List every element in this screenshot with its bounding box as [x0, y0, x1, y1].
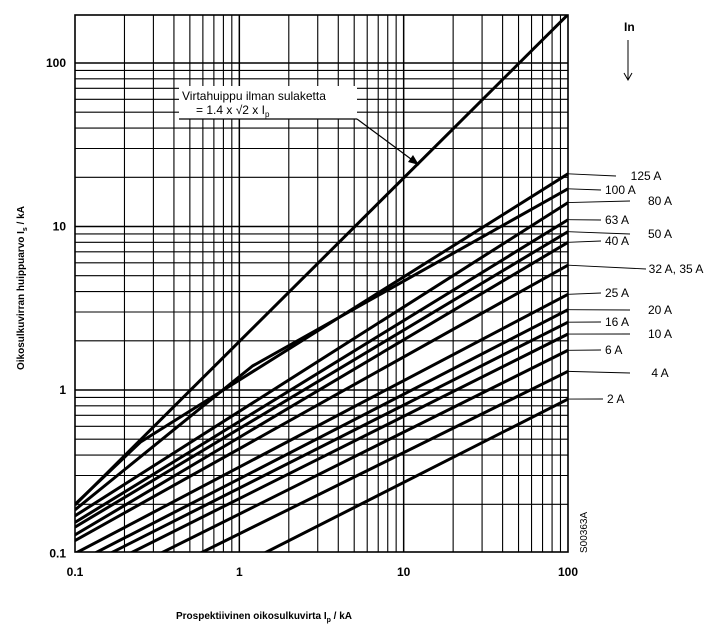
series-line: [75, 241, 568, 537]
annotation-line1: Virtahuippu ilman sulaketta: [182, 89, 326, 103]
series-leader-line: [567, 240, 602, 243]
series-label: 80 A: [648, 194, 672, 208]
series-label: 40 A: [605, 234, 629, 248]
series-leader-line: [567, 231, 631, 235]
series-line: [75, 292, 568, 552]
plot-frame: [74, 14, 569, 553]
series-leader-line: [567, 264, 647, 270]
x-tick-label: 100: [558, 565, 578, 579]
series-label: 100 A: [605, 183, 636, 197]
series-line: [75, 187, 568, 511]
series-leader-line: [567, 200, 631, 204]
figure-code: S00363A: [579, 512, 590, 553]
x-tick-label: 1: [236, 565, 243, 579]
tick-labels: 0.1 1 10 100 0.1 1 10 100: [46, 56, 578, 579]
series-line: [75, 230, 568, 529]
series-line: [75, 263, 568, 542]
annotation-line2: = 1.4 x √2 x Ip: [196, 103, 270, 119]
series-line: [199, 370, 568, 552]
y-tick-label: 10: [53, 220, 67, 234]
annotation-arrowhead: [408, 155, 419, 165]
series-label: 32 A, 35 A: [649, 262, 704, 276]
series-line: [263, 397, 568, 552]
annotation-box: [179, 86, 357, 119]
y-tick-label: 0.1: [49, 547, 66, 561]
legend-leaders: [567, 173, 647, 400]
series-lines: [75, 15, 568, 552]
series-line: [109, 320, 568, 552]
series-leader-line: [567, 188, 602, 191]
series-line: [159, 348, 568, 552]
series-line: [129, 332, 568, 552]
series-line: [93, 308, 568, 552]
annotation-leader: [356, 118, 420, 166]
down-arrow-icon: [623, 40, 633, 82]
annotation: Virtahuippu ilman sulaketta = 1.4 x √2 x…: [179, 86, 420, 166]
series-line: [75, 172, 568, 506]
series-label: 16 A: [605, 315, 629, 329]
x-tick-label: 10: [397, 565, 411, 579]
series-label: 6 A: [605, 343, 622, 357]
y-axis-label: Oikosulkuvirran huippuarvo Is / kA: [16, 206, 29, 370]
series-line: [75, 201, 568, 518]
series-line: [75, 218, 568, 524]
series-label: 125 A: [631, 169, 662, 183]
y-tick-label: 100: [46, 56, 66, 70]
series-label: 4 A: [651, 366, 668, 380]
series-label: 63 A: [605, 213, 629, 227]
series-label: 2 A: [607, 392, 624, 406]
x-tick-label: 0.1: [67, 565, 84, 579]
y-tick-label: 1: [59, 383, 66, 397]
series-label: 25 A: [605, 286, 629, 300]
series-leader-line: [567, 292, 602, 295]
series-leader-line: [567, 370, 631, 374]
legend-title: In: [624, 20, 635, 34]
series-label: 10 A: [648, 327, 672, 341]
series-line-reference: [75, 15, 568, 507]
series-label: 20 A: [648, 303, 672, 317]
series-label: 50 A: [648, 227, 672, 241]
series-leader-line: [567, 173, 617, 177]
x-axis-label: Prospektiivinen oikosulkuvirta Ip / kA: [176, 611, 352, 624]
